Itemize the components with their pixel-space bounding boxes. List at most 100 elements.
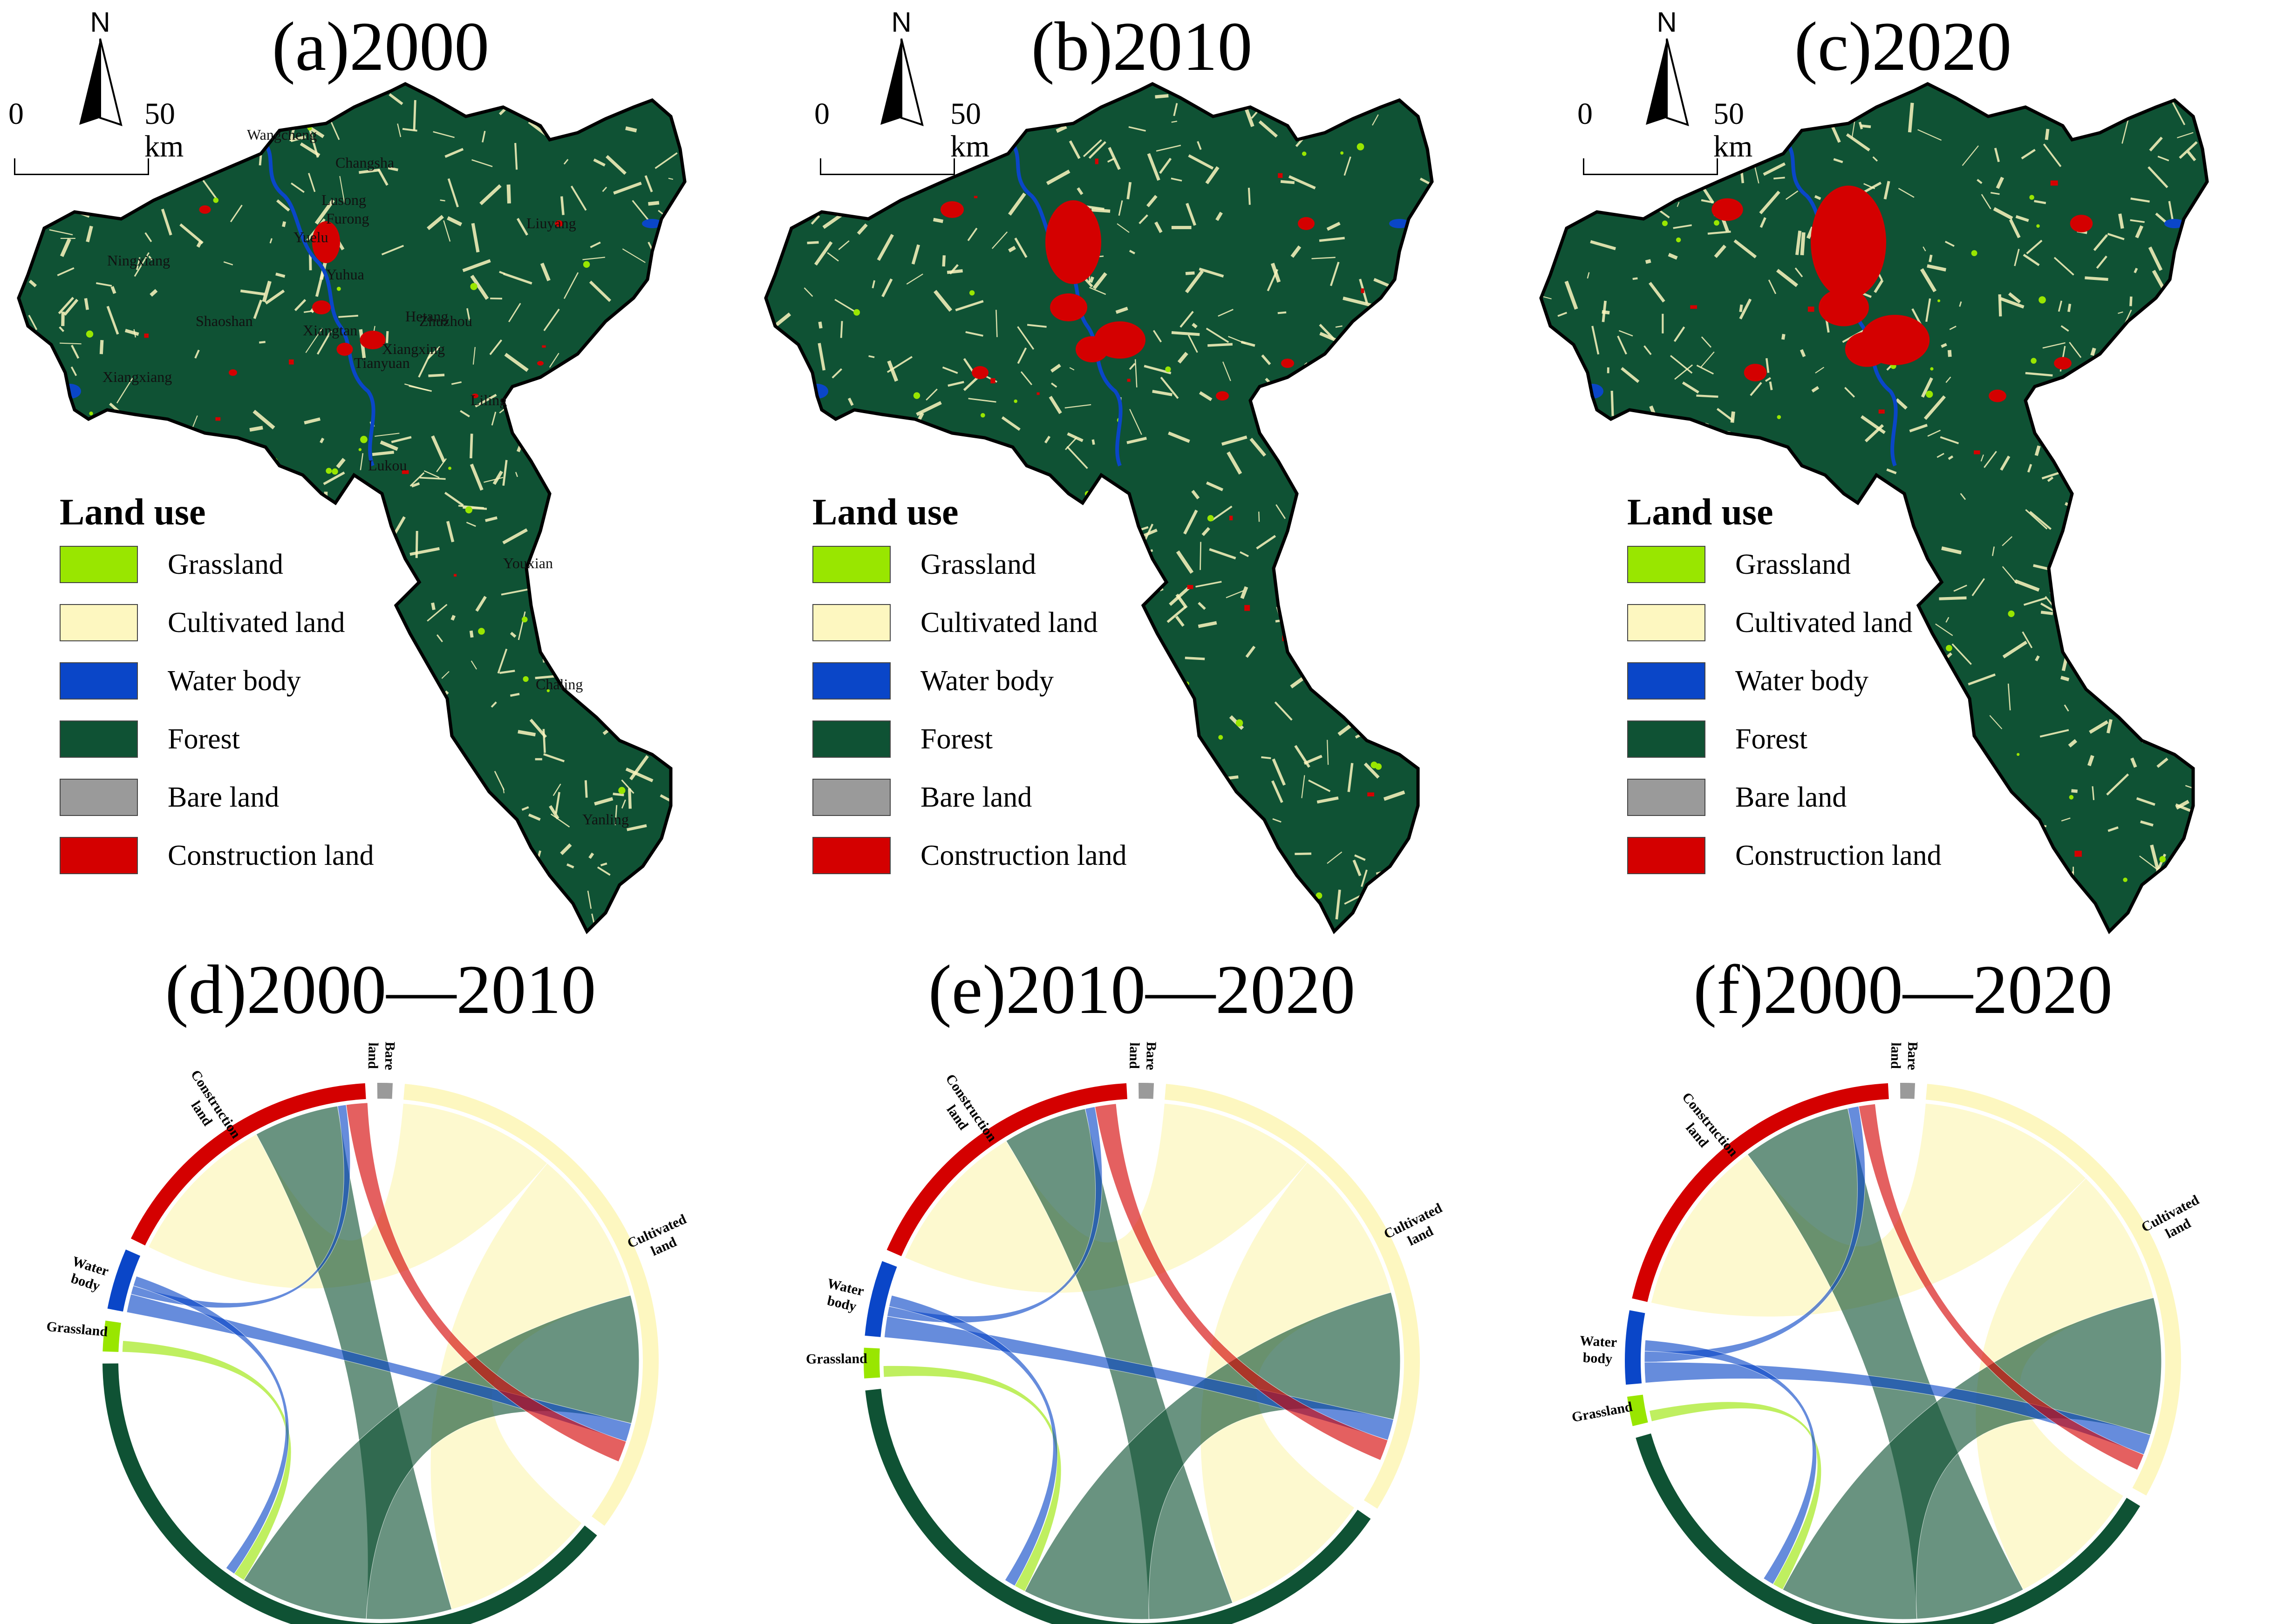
grassland-patch bbox=[1907, 881, 1911, 885]
construction-patch bbox=[872, 438, 878, 442]
cultivated-patch bbox=[1643, 345, 1652, 355]
cultivated-patch bbox=[1274, 701, 1293, 721]
cultivated-patch bbox=[1953, 584, 1967, 592]
legend-label: Bare land bbox=[920, 781, 1032, 813]
cultivated-patch bbox=[1959, 301, 1962, 307]
grassland-patch bbox=[465, 506, 473, 514]
cultivated-patch bbox=[814, 241, 833, 266]
flow-cultivated-to-forest bbox=[1200, 1162, 1391, 1604]
cultivated-patch bbox=[1159, 843, 1165, 850]
cultivated-patch bbox=[766, 611, 788, 625]
cultivated-patch bbox=[785, 456, 791, 462]
cultivated-patch bbox=[1566, 151, 1577, 156]
cultivated-patch bbox=[982, 656, 985, 662]
cultivated-patch bbox=[1272, 818, 1282, 823]
cultivated-patch bbox=[28, 314, 38, 330]
cultivated-patch bbox=[356, 643, 374, 661]
cultivated-patch bbox=[942, 366, 958, 374]
cultivated-patch bbox=[834, 299, 859, 314]
cultivated-patch bbox=[221, 492, 226, 514]
cultivated-patch bbox=[84, 298, 89, 310]
legend-label: Construction land bbox=[920, 840, 1127, 871]
cultivated-patch bbox=[1984, 451, 1997, 468]
land-use-map bbox=[1539, 82, 2209, 934]
grassland-patch bbox=[1402, 312, 1408, 318]
cultivated-patch bbox=[1075, 107, 1084, 115]
grassland-patch bbox=[362, 761, 368, 767]
flow-water-to-forest bbox=[1644, 1339, 1817, 1585]
legend-item-forest: Forest bbox=[812, 710, 993, 768]
cultivated-patch bbox=[435, 829, 441, 842]
cultivated-patch bbox=[832, 368, 842, 379]
cultivated-patch bbox=[766, 849, 770, 856]
cultivated-patch bbox=[1134, 359, 1138, 387]
cultivated-patch bbox=[1581, 905, 1589, 927]
cultivated-patch bbox=[1384, 542, 1395, 569]
cultivated-patch bbox=[1091, 208, 1111, 213]
cultivated-patch bbox=[1541, 614, 1559, 629]
cultivated-patch bbox=[506, 184, 511, 204]
grassland-patch bbox=[2029, 195, 2034, 200]
cultivated-patch bbox=[1333, 474, 1349, 495]
chord-title: (d)2000—2010 bbox=[165, 951, 596, 1028]
cultivated-patch bbox=[1616, 682, 1628, 684]
cultivated-patch bbox=[1400, 416, 1411, 442]
cultivated-patch bbox=[2168, 201, 2174, 222]
cultivated-patch bbox=[1575, 924, 1587, 931]
grassland-patch bbox=[51, 666, 55, 669]
grassland-patch bbox=[1676, 237, 1681, 243]
grassland-patch bbox=[667, 666, 671, 670]
cultivated-patch bbox=[411, 482, 420, 488]
cultivated-patch bbox=[150, 904, 159, 930]
cultivated-patch bbox=[1175, 593, 1188, 609]
cultivated-patch bbox=[19, 134, 30, 155]
cultivated-patch bbox=[451, 381, 462, 385]
cultivated-patch bbox=[1373, 278, 1389, 287]
cultivated-patch bbox=[502, 528, 528, 544]
cultivated-patch bbox=[1277, 311, 1287, 314]
cultivated-patch bbox=[1599, 709, 1625, 727]
cultivated-patch bbox=[567, 632, 591, 654]
cultivated-patch bbox=[1979, 768, 1988, 793]
cultivated-patch bbox=[1335, 325, 1343, 328]
cultivated-patch bbox=[2083, 632, 2109, 649]
legend-rows: Grassland Cultivated land Water body Forest… bbox=[60, 536, 374, 885]
cultivated-patch bbox=[827, 252, 839, 262]
cultivated-patch bbox=[1861, 415, 1886, 435]
grassland-patch bbox=[1313, 505, 1319, 511]
cultivated-patch bbox=[911, 244, 920, 265]
cultivated-patch bbox=[528, 813, 541, 821]
cultivated-patch bbox=[634, 537, 655, 557]
cultivated-patch bbox=[471, 223, 480, 253]
grassland-patch bbox=[395, 669, 402, 676]
cultivated-patch bbox=[1865, 926, 1881, 931]
flow-construction-to-cultivated bbox=[1858, 1103, 2144, 1470]
cultivated-patch bbox=[409, 385, 432, 392]
cultivated-patch bbox=[151, 424, 157, 433]
cultivated-patch bbox=[1020, 698, 1027, 716]
legend-label: Construction land bbox=[1735, 840, 1942, 871]
cultivated-patch bbox=[573, 441, 579, 454]
sector-label-construction: Constructionland bbox=[929, 1071, 1000, 1154]
cultivated-patch bbox=[397, 123, 402, 137]
cultivated-patch bbox=[926, 388, 938, 401]
cultivated-patch bbox=[514, 143, 518, 170]
cultivated-patch bbox=[783, 904, 798, 909]
legend-label: Construction land bbox=[168, 840, 374, 871]
cultivated-patch bbox=[1996, 177, 2004, 189]
cultivated-patch bbox=[179, 223, 204, 245]
cultivated-patch bbox=[431, 602, 436, 611]
cultivated-patch bbox=[19, 700, 25, 703]
cultivated-patch bbox=[1595, 429, 1599, 450]
cultivated-patch bbox=[1175, 616, 1185, 627]
cultivated-patch bbox=[1366, 903, 1390, 911]
cultivated-patch bbox=[1946, 817, 1961, 829]
cultivated-patch bbox=[2071, 789, 2078, 793]
legend-swatch bbox=[812, 662, 891, 700]
cultivated-patch bbox=[2120, 396, 2128, 406]
cultivated-patch bbox=[309, 253, 312, 271]
grassland-patch bbox=[627, 614, 633, 621]
cultivated-patch bbox=[223, 261, 233, 265]
cultivated-patch bbox=[529, 719, 547, 738]
legend-label: Water body bbox=[168, 665, 301, 697]
